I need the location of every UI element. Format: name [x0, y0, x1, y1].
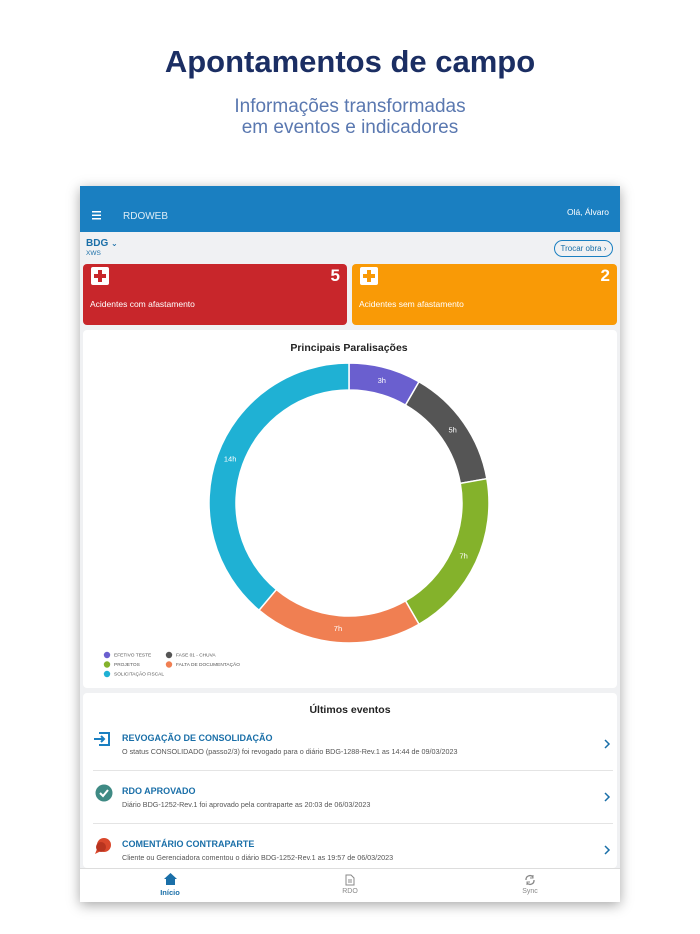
- nav-item[interactable]: Sync: [440, 869, 620, 902]
- event-icon: [94, 732, 110, 746]
- card-icon: [91, 267, 109, 285]
- donut-segment: [257, 588, 421, 644]
- legend-marker: [103, 670, 111, 678]
- separator: [93, 823, 613, 824]
- donut-segment: [404, 477, 490, 626]
- event-title[interactable]: COMENTÁRIO CONTRAPARTE: [122, 839, 255, 849]
- event-icon: [95, 838, 111, 854]
- segment-label: 14h: [224, 455, 237, 464]
- events-title: Últimos eventos: [309, 704, 391, 716]
- card[interactable]: 5 Acidentes com afastamento: [83, 264, 347, 325]
- legend-label: FASE 01 - CHUVA: [176, 652, 216, 658]
- legend-label: FALTA DE DOCUMENTAÇÃO: [176, 661, 240, 668]
- bottom-nav: Início RDO Sync: [80, 868, 620, 902]
- subtitle: em eventos e indicadores: [241, 117, 459, 138]
- chevron[interactable]: [603, 845, 611, 855]
- separator: [93, 770, 613, 771]
- event-description: Diário BDG-1252-Rev.1 foi aprovado pela …: [122, 800, 371, 809]
- chart-title: Principais Paralisações: [290, 342, 407, 354]
- switch-button[interactable]: Trocar obra ›: [554, 240, 613, 257]
- headline: Apontamentos de campo: [164, 44, 536, 79]
- greeting[interactable]: Olá, Álvaro: [566, 207, 609, 217]
- nav-item[interactable]: RDO: [260, 869, 440, 902]
- legend-marker: [165, 661, 173, 668]
- card-count: 5: [330, 266, 340, 285]
- menu-icon[interactable]: [92, 211, 102, 220]
- project-code-text: BDG: [86, 238, 109, 249]
- project-sub: XWS: [86, 250, 101, 257]
- card[interactable]: 2 Acidentes sem afastamento: [352, 264, 617, 325]
- segment-label: 7h: [334, 624, 342, 633]
- legend-marker: [165, 651, 173, 659]
- legend-label: PROJETOS: [114, 662, 140, 668]
- app-bar: RDOWEB Olá, Álvaro: [80, 186, 620, 232]
- event-icon: [95, 784, 113, 802]
- device-screen: RDOWEB Olá, Álvaro BDG ⌄ XWS Trocar obra…: [80, 186, 620, 902]
- nav-label: RDO: [342, 888, 358, 895]
- legend-label: EFETIVO TESTE: [114, 652, 151, 658]
- card-count: 2: [600, 266, 610, 285]
- subtitle: Informações transformadas: [234, 96, 466, 117]
- segment-label: 3h: [378, 376, 386, 385]
- segment-label: 5h: [448, 425, 456, 434]
- switch-label: Trocar obra: [560, 244, 602, 253]
- segment-label: 7h: [459, 551, 467, 560]
- donut-chart: Principais Paralisações 3h 5h 7h 7h 14h EFETI…: [103, 342, 490, 678]
- card-label: Acidentes com afastamento: [90, 299, 195, 309]
- chart-panel: Principais Paralisações 3h 5h 7h 7h 14h EFETI…: [83, 330, 617, 688]
- chevron[interactable]: [603, 739, 611, 749]
- nav-label: Início: [160, 888, 180, 897]
- chevron[interactable]: [603, 792, 611, 802]
- event-title[interactable]: REVOGAÇÃO DE CONSOLIDAÇÃO: [122, 733, 273, 743]
- card-icon: [360, 267, 378, 285]
- card-label: Acidentes sem afastamento: [359, 299, 464, 309]
- donut-segment: [404, 380, 488, 485]
- legend-label: SOLICITAÇÃO FISCAL: [114, 670, 164, 677]
- donut-segment: [208, 362, 350, 612]
- project-code[interactable]: BDG ⌄: [86, 238, 118, 249]
- event-title[interactable]: RDO APROVADO: [122, 786, 196, 796]
- nav-icon: [525, 875, 535, 885]
- nav-icon: [164, 873, 177, 885]
- app-title: RDOWEB: [123, 211, 168, 222]
- nav-icon: [345, 874, 355, 886]
- legend-marker: [103, 661, 111, 668]
- legend-marker: [103, 651, 111, 659]
- event-description: O status CONSOLIDADO (passo2/3) foi revo…: [122, 747, 458, 756]
- event-description: Cliente ou Gerenciadora comentou o diári…: [122, 853, 394, 862]
- nav-item[interactable]: Início: [80, 869, 260, 902]
- nav-label: Sync: [522, 888, 538, 895]
- events-panel: Últimos eventos REVOGAÇÃO DE CONSOLIDAÇÃ…: [83, 693, 617, 868]
